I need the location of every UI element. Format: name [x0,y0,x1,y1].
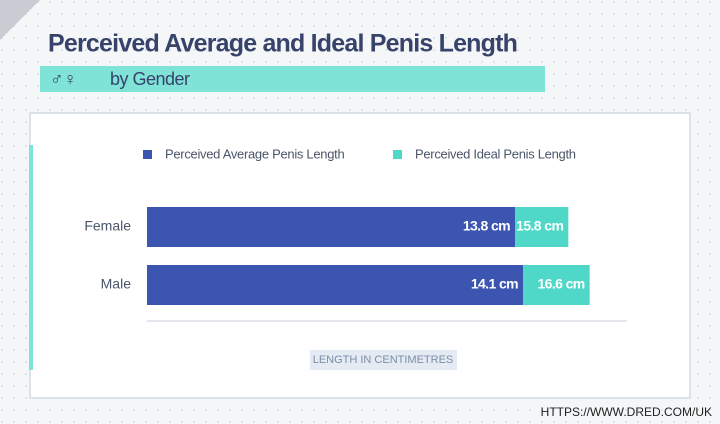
x-label-box [310,350,457,370]
gender-symbols: ♂♀ [50,69,77,89]
x-axis-label: LENGTH IN CENTIMETRES [313,354,454,366]
legend-label: Perceived Average Penis Length [165,146,344,161]
source: HTTPS://WWW.DRED.COM/UK [541,405,712,419]
card-accent [29,145,33,370]
chart-title: Perceived Average and Ideal Penis Length [48,30,517,58]
chart-subtitle: by Gender [110,69,190,89]
legend-label: Perceived Ideal Penis Length [415,146,576,161]
value-label: 13.8 cm [463,218,510,234]
value-label: 14.1 cm [471,276,518,292]
corner [0,0,40,40]
y-tick-label: Male [101,276,132,292]
bar [147,207,515,247]
y-tick-label: Female [84,218,131,234]
value-label: 16.6 cm [537,276,584,292]
legend-swatch [143,150,152,159]
value-label: 15.8 cm [516,218,563,234]
legend-swatch [393,150,402,159]
bar [147,265,523,305]
subtitle-band [40,66,545,92]
